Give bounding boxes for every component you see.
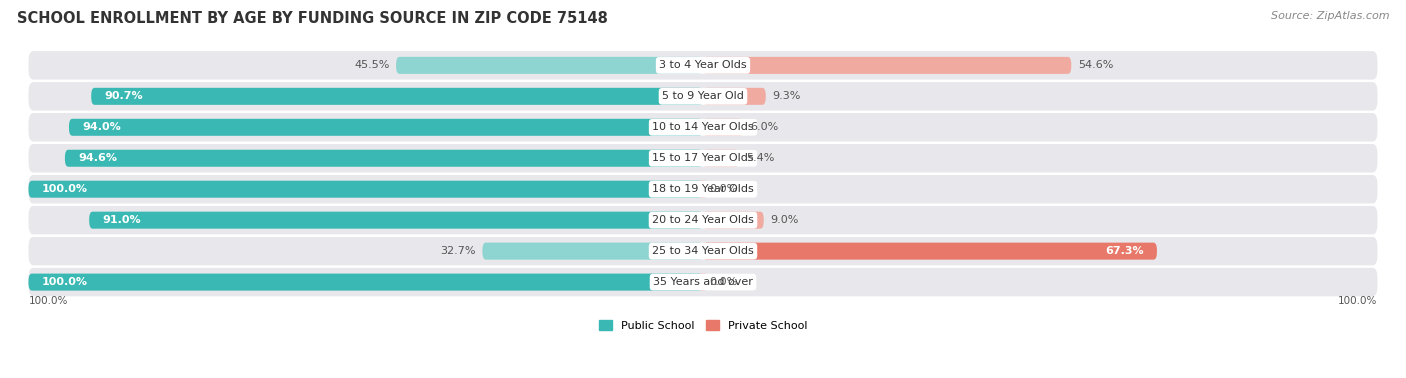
Text: 6.0%: 6.0%: [751, 122, 779, 132]
FancyBboxPatch shape: [28, 51, 1378, 80]
FancyBboxPatch shape: [91, 88, 703, 105]
Text: 0.0%: 0.0%: [710, 277, 738, 287]
Text: SCHOOL ENROLLMENT BY AGE BY FUNDING SOURCE IN ZIP CODE 75148: SCHOOL ENROLLMENT BY AGE BY FUNDING SOUR…: [17, 11, 607, 26]
FancyBboxPatch shape: [69, 119, 703, 136]
Text: 54.6%: 54.6%: [1078, 60, 1114, 70]
Text: 67.3%: 67.3%: [1105, 246, 1143, 256]
Text: 20 to 24 Year Olds: 20 to 24 Year Olds: [652, 215, 754, 225]
Text: Source: ZipAtlas.com: Source: ZipAtlas.com: [1271, 11, 1389, 21]
Text: 15 to 17 Year Olds: 15 to 17 Year Olds: [652, 153, 754, 163]
FancyBboxPatch shape: [703, 150, 740, 167]
Text: 5.4%: 5.4%: [747, 153, 775, 163]
FancyBboxPatch shape: [28, 274, 703, 291]
Text: 0.0%: 0.0%: [710, 184, 738, 194]
FancyBboxPatch shape: [703, 57, 1071, 74]
FancyBboxPatch shape: [700, 181, 706, 198]
Text: 10 to 14 Year Olds: 10 to 14 Year Olds: [652, 122, 754, 132]
Text: 3 to 4 Year Olds: 3 to 4 Year Olds: [659, 60, 747, 70]
Text: 45.5%: 45.5%: [354, 60, 389, 70]
FancyBboxPatch shape: [28, 113, 1378, 141]
FancyBboxPatch shape: [482, 243, 703, 260]
FancyBboxPatch shape: [28, 82, 1378, 111]
FancyBboxPatch shape: [703, 212, 763, 229]
Text: 32.7%: 32.7%: [440, 246, 475, 256]
Text: 90.7%: 90.7%: [104, 91, 143, 101]
Text: 25 to 34 Year Olds: 25 to 34 Year Olds: [652, 246, 754, 256]
FancyBboxPatch shape: [703, 243, 1157, 260]
Text: 100.0%: 100.0%: [42, 277, 89, 287]
Text: 94.0%: 94.0%: [83, 122, 121, 132]
FancyBboxPatch shape: [700, 274, 706, 291]
Text: 100.0%: 100.0%: [42, 184, 89, 194]
FancyBboxPatch shape: [703, 119, 744, 136]
FancyBboxPatch shape: [89, 212, 703, 229]
Text: 9.0%: 9.0%: [770, 215, 799, 225]
Text: 5 to 9 Year Old: 5 to 9 Year Old: [662, 91, 744, 101]
Text: 35 Years and over: 35 Years and over: [652, 277, 754, 287]
Text: 9.3%: 9.3%: [772, 91, 801, 101]
FancyBboxPatch shape: [28, 206, 1378, 234]
FancyBboxPatch shape: [65, 150, 703, 167]
FancyBboxPatch shape: [28, 175, 1378, 203]
FancyBboxPatch shape: [28, 181, 703, 198]
Text: 100.0%: 100.0%: [1339, 296, 1378, 306]
FancyBboxPatch shape: [703, 88, 766, 105]
FancyBboxPatch shape: [28, 144, 1378, 172]
Text: 18 to 19 Year Olds: 18 to 19 Year Olds: [652, 184, 754, 194]
FancyBboxPatch shape: [396, 57, 703, 74]
Legend: Public School, Private School: Public School, Private School: [595, 316, 811, 335]
FancyBboxPatch shape: [28, 237, 1378, 265]
Text: 100.0%: 100.0%: [28, 296, 67, 306]
Text: 94.6%: 94.6%: [79, 153, 118, 163]
Text: 91.0%: 91.0%: [103, 215, 142, 225]
FancyBboxPatch shape: [28, 268, 1378, 296]
